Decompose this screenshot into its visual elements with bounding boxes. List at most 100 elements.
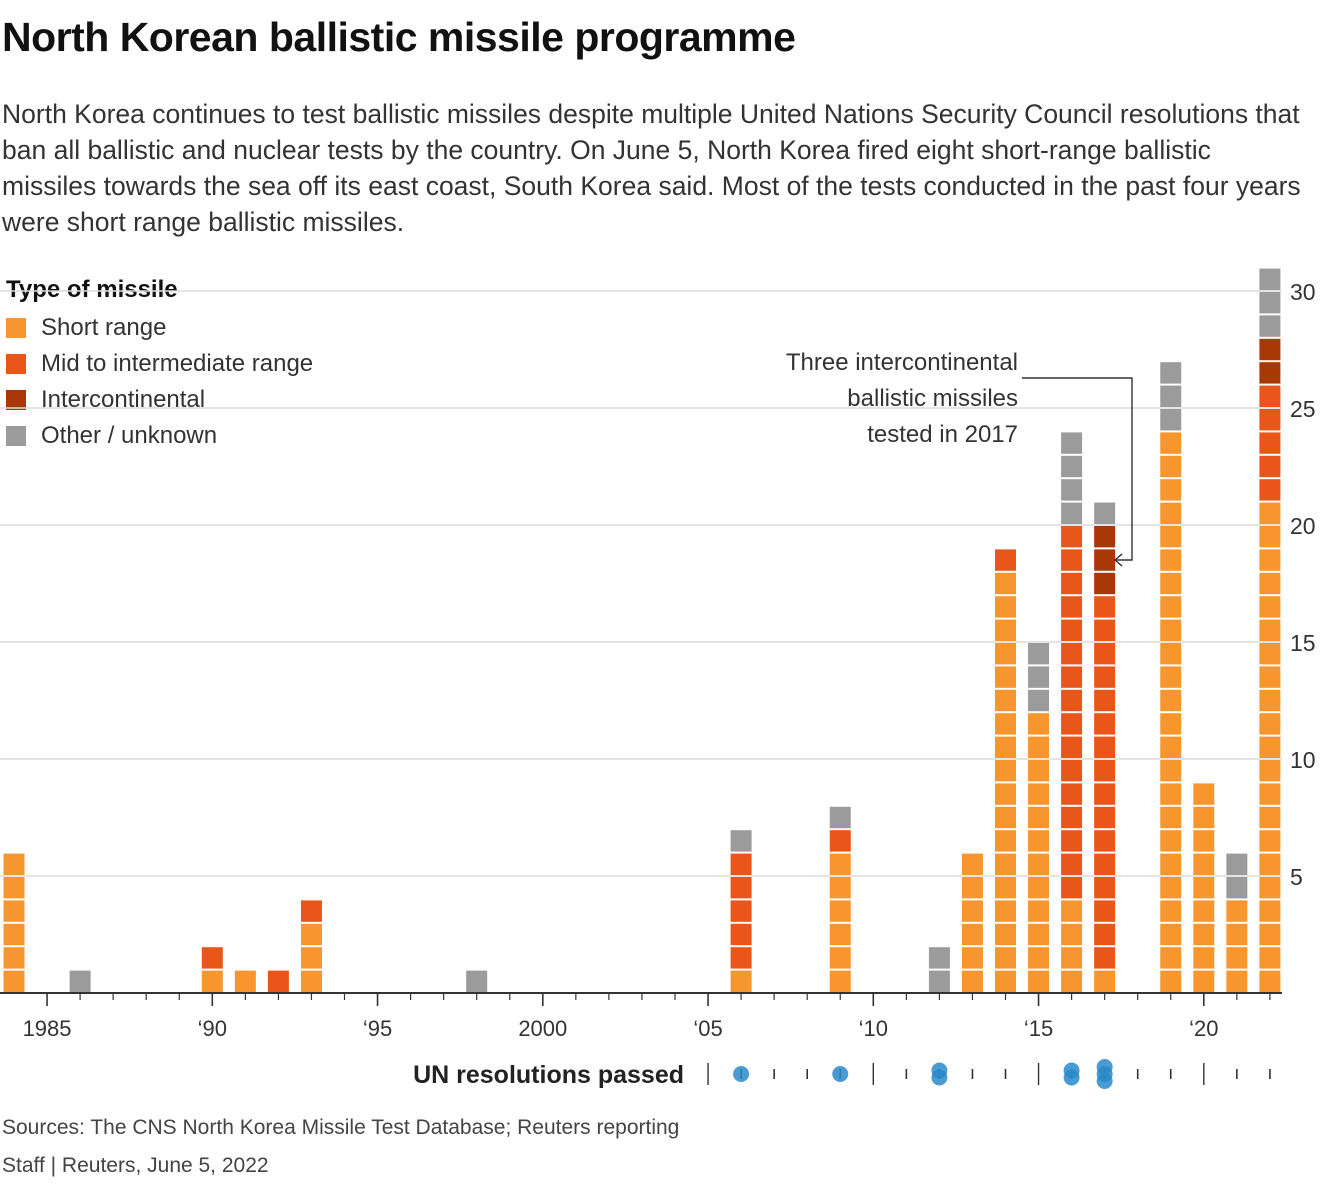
bar-segment: [1259, 619, 1281, 641]
bar-segment: [1160, 455, 1182, 478]
annotation-line: Three intercontinental: [786, 349, 1018, 376]
bar-segment: [1160, 409, 1182, 431]
bar-segment: [1193, 947, 1215, 969]
bar-segment: [961, 970, 983, 992]
bar-segment: [1226, 947, 1248, 969]
bar-segment: [1160, 549, 1182, 571]
bar-segment: [995, 947, 1016, 969]
bar-segment: [1193, 900, 1215, 922]
un-resolutions-label: UN resolutions passed: [413, 1061, 684, 1089]
bar-segment: [1193, 853, 1215, 875]
bar-segment: [3, 853, 25, 875]
bar-segment: [1061, 713, 1083, 735]
bar-segment: [829, 830, 851, 852]
bar-segment: [1259, 432, 1281, 454]
legend: Type of missile Short range Mid to inter…: [6, 276, 313, 454]
bar-segment: [1160, 362, 1182, 384]
x-tick-label: ‘10: [859, 1016, 888, 1041]
bar-segment: [1259, 713, 1281, 735]
bar-segment: [3, 923, 25, 946]
bar-segment: [1193, 783, 1215, 805]
bar-segment: [3, 947, 25, 969]
bar-segment: [1259, 409, 1281, 431]
y-axis: 5 10 15 20 25 30: [1290, 279, 1316, 890]
bar-segment: [1160, 970, 1182, 992]
bar-segment: [1094, 549, 1116, 571]
bar-segment: [995, 923, 1016, 946]
un-resolution-dot: [1063, 1069, 1080, 1086]
gridlines: [0, 290, 1282, 877]
x-axis: 1985 ‘90 ‘95 2000 ‘05 ‘10 ‘15 ‘20: [0, 992, 1282, 1041]
bar-segment: [961, 923, 983, 946]
bar-segment: [995, 619, 1016, 641]
bar-segment: [1160, 736, 1182, 758]
bar-segment: [1028, 736, 1050, 758]
bar-segment: [1226, 900, 1248, 922]
bar-segment: [1061, 853, 1083, 875]
bar-segment: [1259, 338, 1281, 361]
bar-segment: [1160, 830, 1182, 852]
legend-label: Mid to intermediate range: [41, 350, 314, 377]
bar-segment: [1028, 947, 1050, 969]
bar-segment: [1028, 783, 1050, 805]
bar-segment: [1061, 760, 1083, 782]
bar-segment: [1061, 900, 1083, 922]
bar-segment: [300, 900, 322, 922]
bar-segment: [995, 666, 1016, 688]
bar-segment: [829, 970, 851, 992]
bar-segment: [3, 900, 25, 922]
y-tick-label: 30: [1290, 279, 1316, 305]
bar-segment: [1259, 689, 1281, 712]
un-resolution-dot: [1096, 1073, 1113, 1089]
x-tick-label: ‘05: [693, 1016, 722, 1041]
footer-sources: Sources: The CNS North Korea Missile Tes…: [2, 1116, 680, 1139]
bar-segment: [1259, 315, 1281, 337]
bar-segment: [1259, 970, 1281, 992]
bar-segment: [1160, 502, 1182, 524]
bar-segment: [995, 713, 1016, 735]
legend-label: Other / unknown: [41, 422, 218, 449]
bar-segment: [995, 572, 1016, 595]
bar-segment: [1061, 479, 1083, 501]
bar-segment: [1259, 362, 1281, 384]
x-tick-label: ‘20: [1189, 1016, 1218, 1041]
bar-segment: [1259, 923, 1281, 946]
bar-segment: [3, 970, 25, 992]
bar-segment: [1259, 572, 1281, 595]
bar-segment: [961, 853, 983, 875]
bar-segment: [1160, 619, 1182, 641]
bar-segment: [1061, 502, 1083, 524]
bar-segment: [730, 947, 752, 969]
bar-segment: [928, 947, 950, 969]
bar-segment: [995, 760, 1016, 782]
bar-segment: [1259, 830, 1281, 852]
bar-segment: [1094, 619, 1116, 641]
bar-segment: [1259, 947, 1281, 969]
bar-segment: [1061, 923, 1083, 946]
bar-segment: [1028, 853, 1050, 875]
bar-segment: [1226, 853, 1248, 875]
bar-segment: [1160, 689, 1182, 712]
bar-segment: [829, 947, 851, 969]
bar-segment: [1160, 853, 1182, 875]
bar-segment: [1061, 432, 1083, 454]
bar-segment: [1028, 713, 1050, 735]
bar-segment: [1160, 947, 1182, 969]
bar-segment: [3, 877, 25, 899]
bar-segment: [928, 970, 950, 992]
bar-segment: [995, 689, 1016, 712]
bar-segment: [995, 853, 1016, 875]
bar-segment: [829, 877, 851, 899]
bar-segment: [1094, 736, 1116, 758]
bar-segment: [1094, 643, 1116, 665]
bar-segment: [829, 923, 851, 946]
bar-segment: [1160, 643, 1182, 665]
bar-segment: [995, 830, 1016, 852]
bar-segment: [201, 947, 223, 969]
bar-segment: [1226, 923, 1248, 946]
bar-segment: [1061, 666, 1083, 688]
legend-item-other: Other / unknown: [6, 418, 313, 454]
legend-item-mid-range: Mid to intermediate range: [6, 346, 313, 382]
bar-segment: [1028, 666, 1050, 688]
bar-segment: [961, 947, 983, 969]
